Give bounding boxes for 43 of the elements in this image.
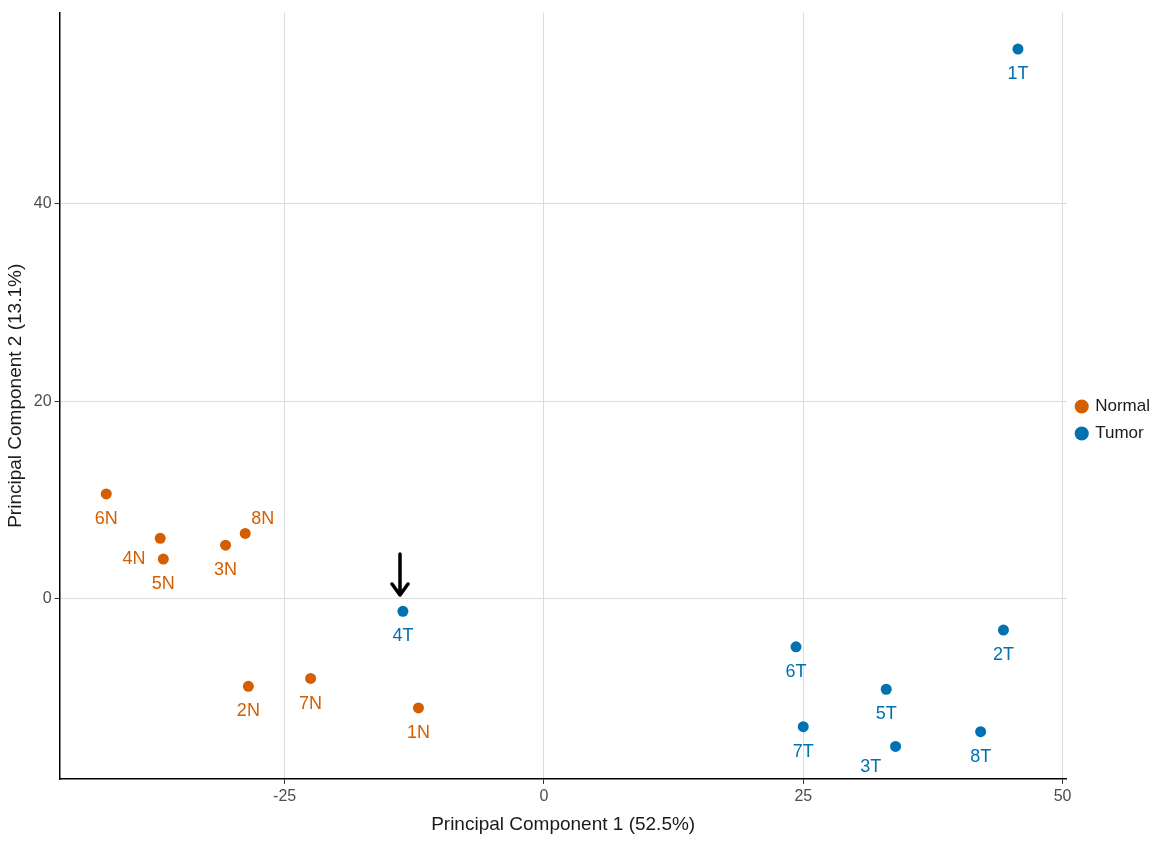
- x-tick-label: 0: [539, 787, 549, 805]
- annotation: 4N: [122, 548, 146, 569]
- x-tick-label: 50: [1053, 787, 1072, 805]
- annotation: 2N: [236, 700, 260, 721]
- annotation: 3T: [860, 756, 882, 777]
- point: [397, 605, 409, 617]
- x-tick-label: -25: [273, 787, 297, 805]
- point: [154, 532, 166, 544]
- y-tick-label: 0: [42, 588, 52, 606]
- annotation: 8N: [251, 508, 275, 529]
- annotation: 6N: [94, 508, 118, 529]
- annotation: 1T: [1007, 63, 1029, 84]
- point: [880, 683, 892, 695]
- annotation: 1N: [406, 722, 430, 743]
- y-tick-label: 40: [33, 194, 52, 212]
- point: [1012, 43, 1024, 55]
- annotation: 5T: [875, 703, 897, 724]
- annotation: 5N: [151, 573, 175, 594]
- annotation: 7T: [792, 740, 814, 761]
- point: [157, 553, 169, 565]
- point: [220, 539, 232, 551]
- annotation: 8T: [970, 745, 992, 766]
- point: [975, 726, 987, 738]
- point: [305, 672, 317, 684]
- point: [997, 624, 1009, 636]
- point: [100, 488, 112, 500]
- annotation: 6T: [785, 661, 807, 681]
- legend-label: Tumor: [1095, 423, 1145, 443]
- point: [412, 702, 424, 714]
- x-axis-title: Principal Component 1 (52.5%): [431, 812, 696, 834]
- point: [242, 680, 254, 692]
- y-axis-title: Principal Component 2 (13.1%): [3, 263, 25, 528]
- point: [797, 721, 809, 733]
- legend-label: Normal: [1095, 396, 1151, 416]
- x-tick-label: 25: [794, 787, 813, 805]
- point: [239, 527, 251, 539]
- annotation: 4T: [392, 625, 414, 646]
- y-tick-label: 20: [33, 391, 52, 409]
- annotation: 7N: [299, 692, 323, 713]
- annotation: 2T: [992, 644, 1014, 665]
- point: [790, 641, 802, 653]
- annotation: 3N: [214, 559, 238, 580]
- point: [890, 740, 902, 752]
